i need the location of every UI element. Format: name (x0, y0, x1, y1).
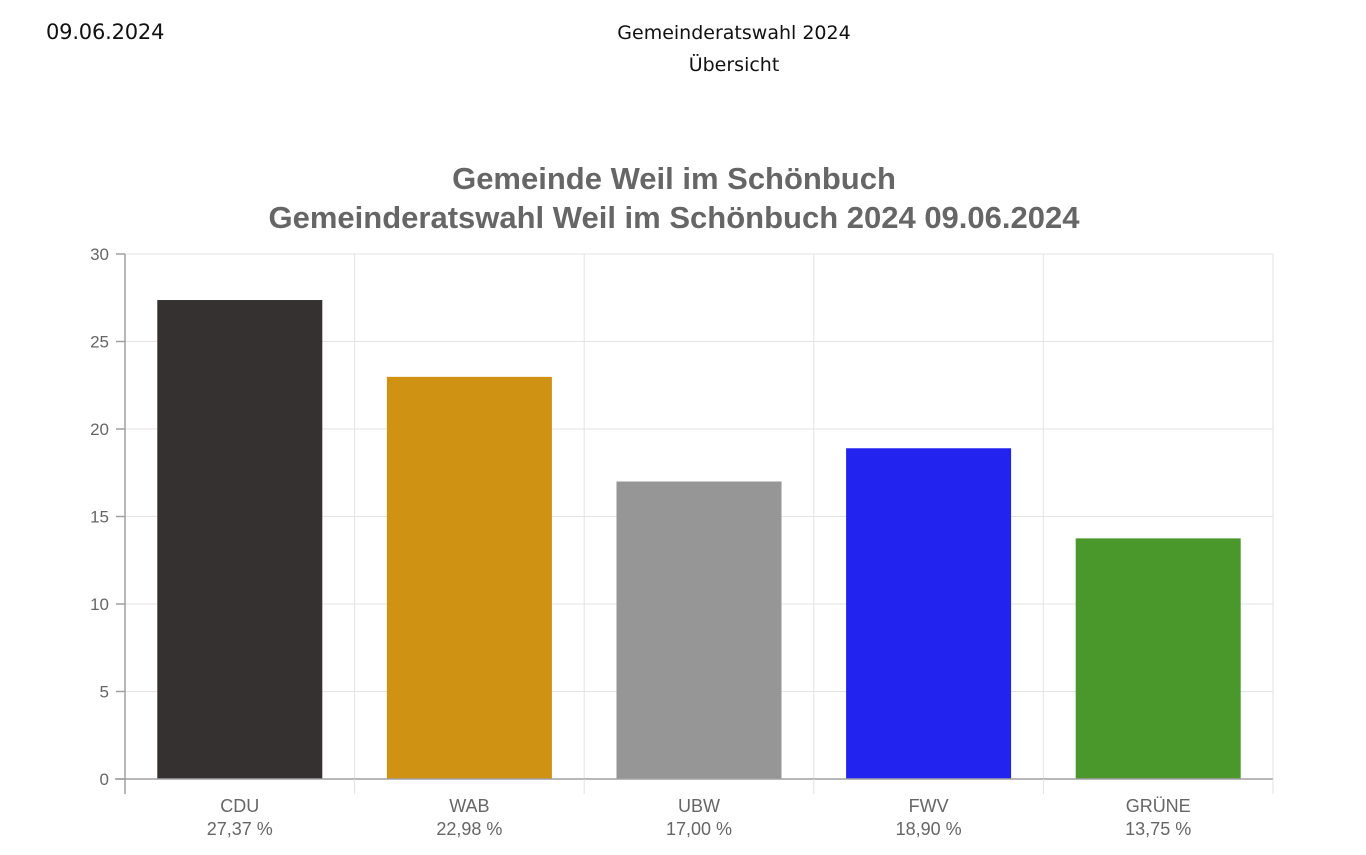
x-tick-label: CDU (220, 796, 259, 816)
y-tick-label: 25 (90, 333, 109, 352)
x-tick-label: FWV (909, 796, 949, 816)
y-tick-label: 10 (90, 595, 109, 614)
y-tick-label: 0 (100, 770, 109, 789)
chart-bars (157, 300, 1241, 779)
value-label: 22,98 % (436, 819, 502, 839)
chart-title-line: Gemeinderatswahl Weil im Schönbuch 2024 … (269, 200, 1081, 235)
y-tick-label: 30 (90, 245, 109, 264)
chart-labels: 0 5 10 15 20 25 30 CDU 27,37 % WAB 22,98 % UBW 17,00… (90, 245, 1191, 839)
bar-ubw (616, 481, 782, 779)
value-label: 27,37 % (207, 819, 273, 839)
page-title: Gemeinderatswahl 2024 (617, 22, 851, 44)
chart-title: Gemeinde Weil im Schönbuch Gemeinderatswa… (269, 161, 1081, 235)
y-tick-label: 15 (90, 508, 109, 527)
x-tick-label: UBW (678, 796, 720, 816)
chart-axes (115, 253, 1274, 794)
page-subtitle: Übersicht (688, 54, 780, 76)
x-tick-label: GRÜNE (1126, 796, 1191, 816)
bar-fwv (846, 448, 1012, 779)
value-label: 18,90 % (896, 819, 962, 839)
value-label: 13,75 % (1125, 819, 1191, 839)
bar-grüne (1075, 538, 1241, 779)
value-label: 17,00 % (666, 819, 732, 839)
chart-title-line: Gemeinde Weil im Schönbuch (452, 161, 896, 196)
x-tick-label: WAB (449, 796, 489, 816)
date-label: 09.06.2024 (46, 20, 165, 44)
y-tick-label: 5 (100, 683, 109, 702)
bar-wab (386, 376, 552, 779)
y-tick-label: 20 (90, 420, 109, 439)
page-header: Gemeinderatswahl 2024 Übersicht (434, 17, 1034, 81)
bar-cdu (157, 300, 323, 779)
